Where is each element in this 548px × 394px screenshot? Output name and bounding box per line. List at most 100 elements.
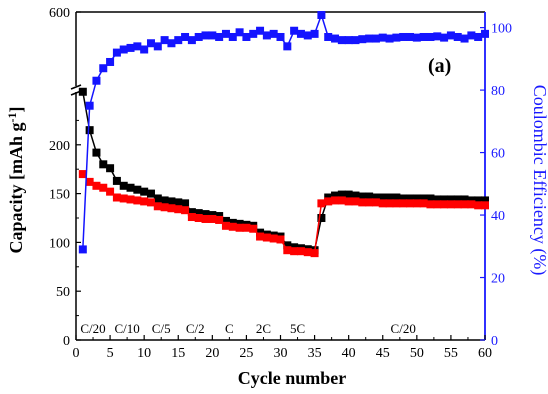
y-right-tick-label: 20 xyxy=(491,272,505,287)
data-point xyxy=(256,26,265,35)
data-point xyxy=(351,36,360,45)
data-point xyxy=(474,201,483,210)
data-point xyxy=(208,31,217,40)
data-point xyxy=(221,216,230,225)
data-point xyxy=(453,195,462,204)
data-point xyxy=(99,160,108,169)
data-point xyxy=(385,193,394,202)
data-point xyxy=(235,28,244,37)
data-point xyxy=(215,32,224,41)
data-point xyxy=(365,192,374,201)
data-point xyxy=(140,197,149,206)
data-point xyxy=(351,197,360,206)
data-point xyxy=(249,224,258,233)
data-point xyxy=(208,214,217,223)
y-axis-left-title-end: ] xyxy=(6,107,26,113)
data-point xyxy=(290,26,299,35)
data-point xyxy=(371,34,380,43)
data-point xyxy=(112,48,121,57)
data-point xyxy=(92,148,101,157)
data-point xyxy=(296,247,305,256)
data-point xyxy=(419,194,428,203)
data-point xyxy=(276,235,285,244)
data-point xyxy=(324,197,333,206)
rate-label: C/5 xyxy=(152,321,171,336)
data-point xyxy=(269,234,278,243)
data-point xyxy=(140,187,149,196)
data-point xyxy=(419,199,428,208)
data-point xyxy=(303,31,312,40)
data-point xyxy=(378,193,387,202)
data-point xyxy=(474,196,483,205)
data-point xyxy=(446,195,455,204)
data-point xyxy=(331,191,340,200)
data-point xyxy=(283,246,292,255)
data-point xyxy=(344,197,353,206)
data-point xyxy=(119,45,128,54)
text-layer: (a) Cycle number Capacity [mAh g-1] Coul… xyxy=(5,6,548,388)
data-point xyxy=(276,32,285,41)
data-point xyxy=(194,209,203,218)
data-point xyxy=(399,194,408,203)
data-point xyxy=(92,76,101,85)
data-point xyxy=(358,198,367,207)
data-point xyxy=(194,32,203,41)
data-point xyxy=(440,200,449,209)
data-point xyxy=(481,29,489,38)
data-point xyxy=(262,31,271,40)
data-point xyxy=(167,204,176,213)
data-point xyxy=(181,206,190,215)
data-point xyxy=(460,34,469,43)
data-point xyxy=(85,101,94,110)
x-tick-label: 55 xyxy=(444,346,458,361)
data-point xyxy=(167,39,176,48)
rate-label: 5C xyxy=(290,321,305,336)
data-point xyxy=(78,245,87,254)
data-point xyxy=(426,194,435,203)
rate-label: C/20 xyxy=(391,321,416,336)
x-tick-label: 0 xyxy=(73,346,80,361)
data-point xyxy=(119,181,128,190)
data-point xyxy=(201,210,210,219)
x-tick-label: 60 xyxy=(478,346,492,361)
panel-label: (a) xyxy=(428,55,451,77)
data-point xyxy=(399,32,408,41)
y-right-tick-label: 80 xyxy=(491,84,505,99)
data-point xyxy=(371,193,380,202)
data-point xyxy=(453,200,462,209)
data-point xyxy=(133,42,142,51)
data-point xyxy=(283,42,292,51)
y-left-tick-label: 100 xyxy=(49,236,70,251)
data-point xyxy=(371,198,380,207)
data-point xyxy=(446,200,455,209)
data-point xyxy=(453,32,462,41)
data-point xyxy=(262,233,271,242)
y-left-tick-label: 50 xyxy=(56,285,70,300)
data-point xyxy=(99,64,108,73)
data-point xyxy=(167,197,176,206)
data-point xyxy=(440,195,449,204)
data-point xyxy=(201,214,210,223)
data-point xyxy=(433,200,442,209)
data-point xyxy=(146,39,155,48)
data-point xyxy=(317,199,326,208)
data-point xyxy=(99,183,108,192)
data-point xyxy=(160,203,169,212)
data-point xyxy=(467,31,476,40)
x-tick-label: 5 xyxy=(107,346,114,361)
data-point xyxy=(467,200,476,209)
data-point xyxy=(201,31,210,40)
x-tick-label: 15 xyxy=(171,346,185,361)
data-point xyxy=(310,29,319,38)
data-point xyxy=(126,43,135,52)
rate-label: C/20 xyxy=(80,321,105,336)
data-point xyxy=(365,34,374,43)
rate-label: C/10 xyxy=(114,321,139,336)
y-axis-left-title-main: Capacity [mAh g xyxy=(6,123,26,254)
data-point xyxy=(378,33,387,42)
data-point xyxy=(112,176,121,185)
data-point xyxy=(337,190,346,199)
data-point xyxy=(146,189,155,198)
data-point xyxy=(344,36,353,45)
